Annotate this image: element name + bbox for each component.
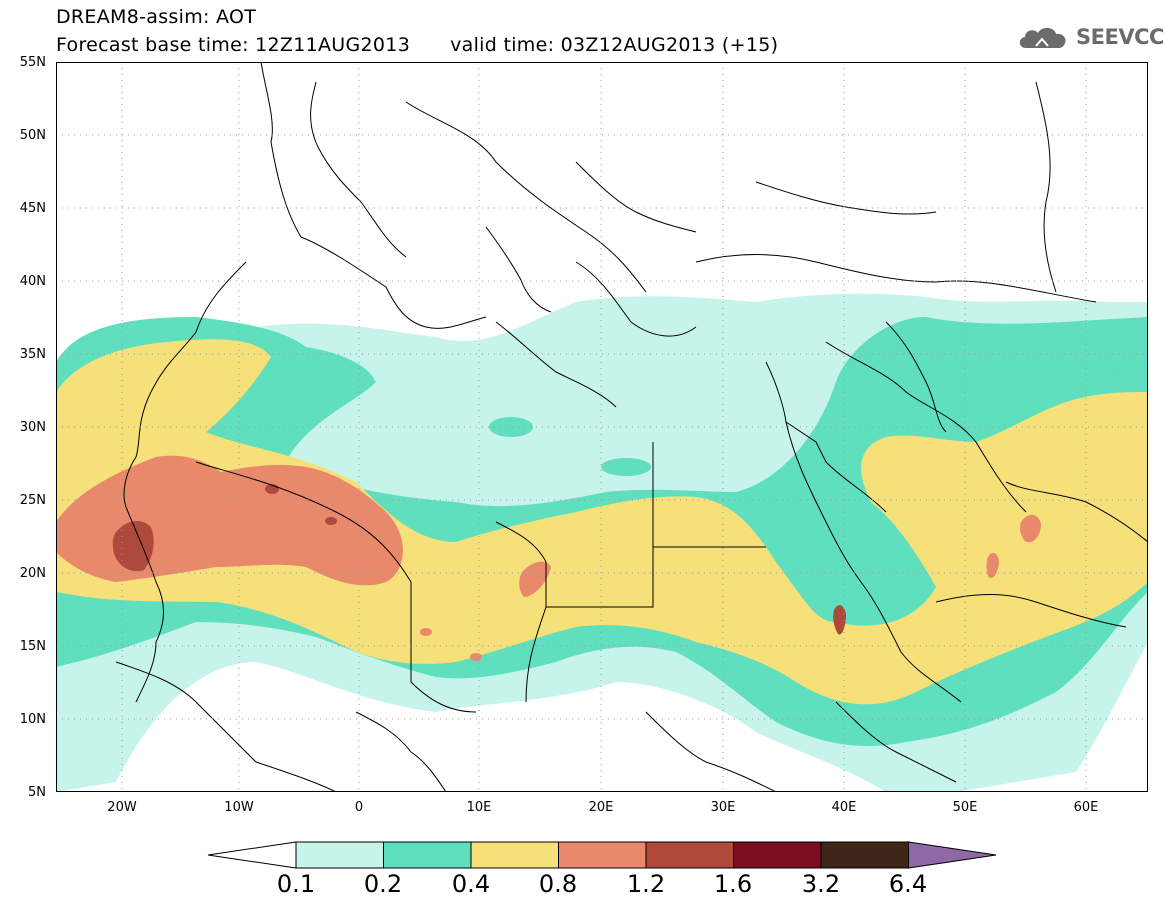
colorbar-label: 0.1 <box>276 870 316 898</box>
lon-label: 0 <box>354 800 364 815</box>
boundaries <box>115 62 1148 792</box>
map-title: DREAM8-assim: AOT <box>56 6 257 28</box>
colorbar-swatch-0 <box>295 841 384 869</box>
lat-label: 25N <box>19 493 46 508</box>
colorbar-label: 6.4 <box>888 870 928 898</box>
lat-label: 55N <box>19 55 46 70</box>
colorbar-label: 3.2 <box>801 870 841 898</box>
lon-label: 10E <box>466 800 492 815</box>
colorbar-label: 0.2 <box>363 870 403 898</box>
colorbar-below-arrow <box>207 841 297 869</box>
lat-label: 50N <box>19 128 46 143</box>
lon-label: 40E <box>831 800 857 815</box>
lat-label: 10N <box>19 712 46 727</box>
colorbar-label: 1.2 <box>626 870 666 898</box>
lon-label: 50E <box>952 800 978 815</box>
aot-band-0-4 <box>56 339 1148 705</box>
logo-text: SEEVCCC <box>1076 25 1165 49</box>
lat-label: 45N <box>19 201 46 216</box>
forecast-time-line: Forecast base time: 12Z11AUG2013 valid ti… <box>56 34 778 56</box>
valid-time: valid time: 03Z12AUG2013 (+15) <box>450 34 779 56</box>
seevccc-logo: SEEVCCC <box>1016 24 1165 50</box>
colorbar-label: 0.4 <box>451 870 491 898</box>
colorbar-swatch-4 <box>645 841 734 869</box>
lat-label: 30N <box>19 420 46 435</box>
colorbar-swatch-3 <box>558 841 647 869</box>
colorbar-swatch-2 <box>470 841 559 869</box>
aot-map <box>56 62 1148 792</box>
lon-label: 20E <box>588 800 614 815</box>
colorbar-above-arrow <box>908 841 997 869</box>
graticule <box>56 62 1148 792</box>
lon-label: 20W <box>107 800 137 815</box>
colorbar <box>207 841 997 869</box>
base-time: Forecast base time: 12Z11AUG2013 <box>56 34 411 56</box>
lat-label: 35N <box>19 347 46 362</box>
lat-label: 15N <box>19 639 46 654</box>
colorbar-label: 0.8 <box>538 870 578 898</box>
aot-band-1-2 <box>112 484 846 635</box>
cloud-icon <box>1019 27 1066 48</box>
lat-label: 5N <box>28 785 46 800</box>
colorbar-swatch-1 <box>383 841 472 869</box>
colorbar-label: 1.6 <box>713 870 753 898</box>
colorbar-swatch-5 <box>733 841 822 869</box>
lon-label: 30E <box>710 800 736 815</box>
colorbar-swatch-6 <box>820 841 909 869</box>
lon-label: 60E <box>1073 800 1099 815</box>
lat-label: 40N <box>19 274 46 289</box>
lat-label: 20N <box>19 566 46 581</box>
lon-label: 10W <box>224 800 254 815</box>
